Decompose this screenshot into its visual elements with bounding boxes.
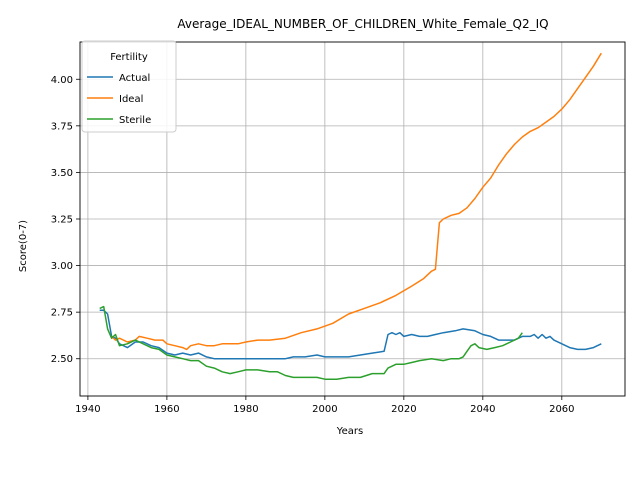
x-tick-label: 2020 — [391, 404, 416, 415]
series-lines — [99, 52, 602, 380]
x-tick-label: 2000 — [312, 404, 337, 415]
legend-label-sterile: Sterile — [119, 115, 151, 126]
y-tick-label: 3.50 — [51, 168, 73, 179]
x-tick-label: 2060 — [549, 404, 574, 415]
legend-entries: Actual Ideal Sterile — [87, 73, 151, 126]
y-tick-label: 2.75 — [51, 308, 73, 319]
chart-title: Average_IDEAL_NUMBER_OF_CHILDREN_White_F… — [177, 17, 548, 31]
y-tick-label: 4.00 — [51, 75, 73, 86]
y-tick-label: 3.25 — [51, 215, 73, 226]
legend: Fertility Actual Ideal Sterile — [81, 40, 177, 133]
grid-lines — [80, 42, 625, 396]
x-axis-ticks: 1940 1960 1980 2000 2020 2040 2060 — [75, 396, 575, 415]
x-tick-label: 2040 — [470, 404, 495, 415]
y-tick-label: 3.00 — [51, 261, 73, 272]
y-axis-label: Score(0-7) — [18, 220, 29, 272]
series-line-sterile — [99, 305, 523, 380]
series-line-actual — [99, 309, 602, 360]
legend-label-actual: Actual — [119, 73, 150, 84]
legend-title: Fertility — [110, 52, 148, 63]
plot-area: 1940 1960 1980 2000 2020 2040 2060 2.50 2.75 3.0… — [51, 41, 626, 415]
legend-label-ideal: Ideal — [119, 94, 143, 105]
x-tick-label: 1980 — [233, 404, 258, 415]
y-tick-label: 2.50 — [51, 354, 73, 365]
x-tick-label: 1960 — [154, 404, 179, 415]
y-tick-label: 3.75 — [51, 121, 73, 132]
series-line-ideal — [111, 52, 602, 351]
x-tick-label: 1940 — [75, 404, 100, 415]
x-axis-label: Years — [336, 426, 363, 437]
y-axis-ticks: 2.50 2.75 3.00 3.25 3.50 3.75 4.00 — [51, 75, 80, 365]
legend-box — [81, 40, 177, 133]
